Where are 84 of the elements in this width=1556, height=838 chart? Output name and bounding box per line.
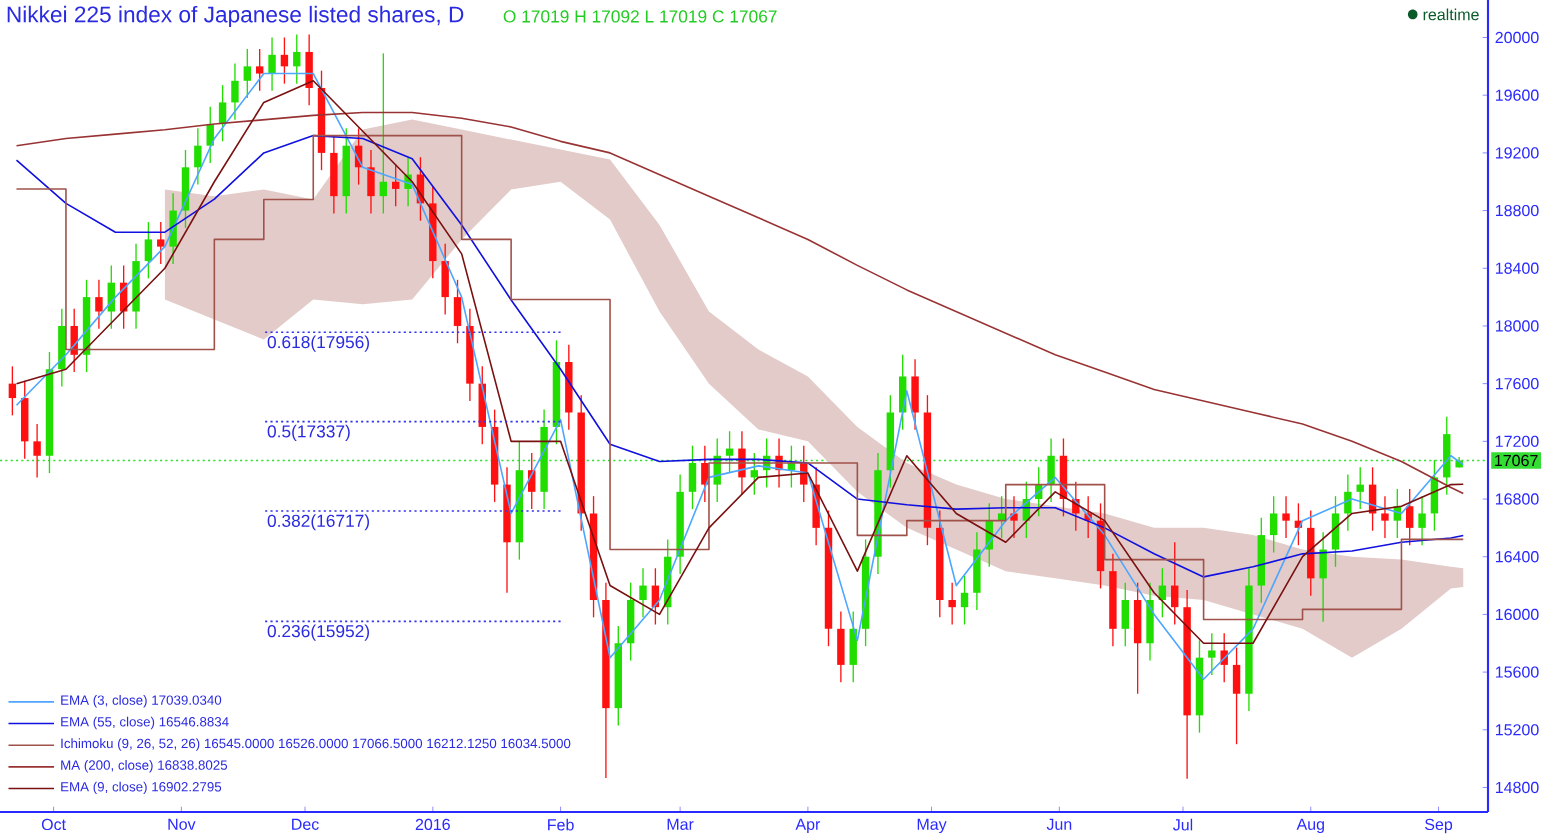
y-tick-label: 15200 bbox=[1495, 724, 1539, 736]
candlestick bbox=[1405, 488, 1414, 546]
candlestick bbox=[8, 365, 17, 417]
candlestick bbox=[1133, 582, 1142, 695]
candlestick bbox=[367, 149, 375, 215]
candlestick bbox=[305, 33, 313, 106]
candlestick bbox=[1269, 495, 1278, 554]
annotation: 0.236(15952) bbox=[267, 624, 370, 641]
y-tick-label: 18400 bbox=[1495, 262, 1539, 274]
candlestick bbox=[1319, 531, 1327, 623]
candlestick bbox=[1344, 473, 1352, 532]
candlestick bbox=[379, 52, 388, 215]
candlestick bbox=[750, 452, 759, 496]
annotation: 0.618(17956) bbox=[267, 335, 370, 352]
candlestick bbox=[280, 36, 289, 85]
candlestick bbox=[255, 48, 264, 92]
x-tick-label: May bbox=[917, 818, 947, 834]
x-tick-label: 2016 bbox=[415, 818, 450, 831]
candlestick bbox=[725, 430, 734, 474]
y-tick-label: 18800 bbox=[1495, 204, 1539, 217]
x-tick-label: Apr bbox=[795, 818, 821, 834]
candlestick bbox=[837, 610, 845, 683]
candlestick bbox=[453, 279, 462, 344]
x-tick-label: Feb bbox=[548, 818, 574, 831]
candlestick bbox=[973, 531, 981, 611]
y-tick-label: 20000 bbox=[1495, 31, 1539, 44]
candlestick bbox=[157, 221, 165, 265]
candlestick bbox=[1010, 495, 1018, 539]
y-tick-label: 17600 bbox=[1495, 377, 1539, 390]
y-tick-label: 19600 bbox=[1495, 89, 1539, 101]
candlestick bbox=[1171, 541, 1179, 626]
x-tick-label: Jun bbox=[1046, 818, 1072, 830]
candlestick bbox=[441, 243, 449, 316]
candlestick bbox=[688, 445, 697, 510]
x-tick-label: Nov bbox=[168, 818, 196, 830]
ref-line-label: 17067 bbox=[1495, 454, 1538, 467]
candlestick bbox=[1356, 466, 1364, 510]
x-tick-label: Oct bbox=[41, 818, 66, 831]
candlestick bbox=[243, 48, 252, 99]
candlestick bbox=[392, 163, 400, 207]
annotation: 0.382(16717) bbox=[267, 514, 370, 531]
y-tick-label: 17200 bbox=[1495, 435, 1539, 448]
candlestick bbox=[21, 380, 29, 460]
y-tick-label: 18000 bbox=[1495, 320, 1539, 332]
candlestick bbox=[1208, 632, 1216, 676]
annotation: realtime bbox=[1423, 8, 1479, 21]
y-tick-label: 16000 bbox=[1495, 608, 1539, 621]
candlestick bbox=[911, 358, 919, 431]
candlestick bbox=[293, 33, 301, 85]
candlestick bbox=[1282, 495, 1290, 539]
x-tick-label: Jul bbox=[1173, 818, 1193, 831]
candlestick bbox=[268, 36, 276, 92]
candlestick bbox=[330, 134, 338, 215]
x-tick-label: Sep bbox=[1425, 818, 1453, 834]
candlestick bbox=[231, 62, 239, 121]
x-tick-label: Dec bbox=[292, 818, 319, 830]
candlestick bbox=[639, 567, 647, 618]
candlestick bbox=[194, 127, 202, 186]
x-tick-label: Mar bbox=[667, 818, 694, 830]
candlestick bbox=[1047, 437, 1055, 503]
y-tick-label: 14800 bbox=[1495, 781, 1539, 794]
candlestick bbox=[1232, 646, 1241, 745]
candlestick bbox=[144, 221, 153, 280]
candlestick bbox=[95, 279, 103, 330]
candlestick bbox=[1121, 582, 1129, 647]
candlestick bbox=[997, 495, 1006, 539]
candlestick bbox=[1381, 495, 1389, 539]
annotation: O 17019 H 17092 L 17019 C 17067 bbox=[503, 10, 777, 23]
y-tick-label: 19200 bbox=[1495, 147, 1539, 159]
y-tick-label: 16800 bbox=[1495, 493, 1539, 505]
chart-title: Nikkei 225 index of Japanese listed shares, D bbox=[7, 5, 464, 27]
candlestick bbox=[948, 582, 956, 626]
x-tick-label: Aug bbox=[1296, 818, 1324, 834]
annotation: 0.5(17337) bbox=[267, 424, 350, 441]
candlestick bbox=[33, 423, 41, 479]
candlestick bbox=[960, 574, 969, 626]
candlestick bbox=[58, 307, 66, 388]
candlestick bbox=[1418, 495, 1426, 546]
candlestick bbox=[1220, 632, 1228, 683]
candlestick bbox=[70, 307, 78, 373]
y-tick-label: 16400 bbox=[1495, 551, 1539, 563]
y-tick-label: 15600 bbox=[1495, 666, 1539, 678]
candlestick bbox=[1146, 582, 1154, 662]
candlestick bbox=[1331, 495, 1340, 568]
